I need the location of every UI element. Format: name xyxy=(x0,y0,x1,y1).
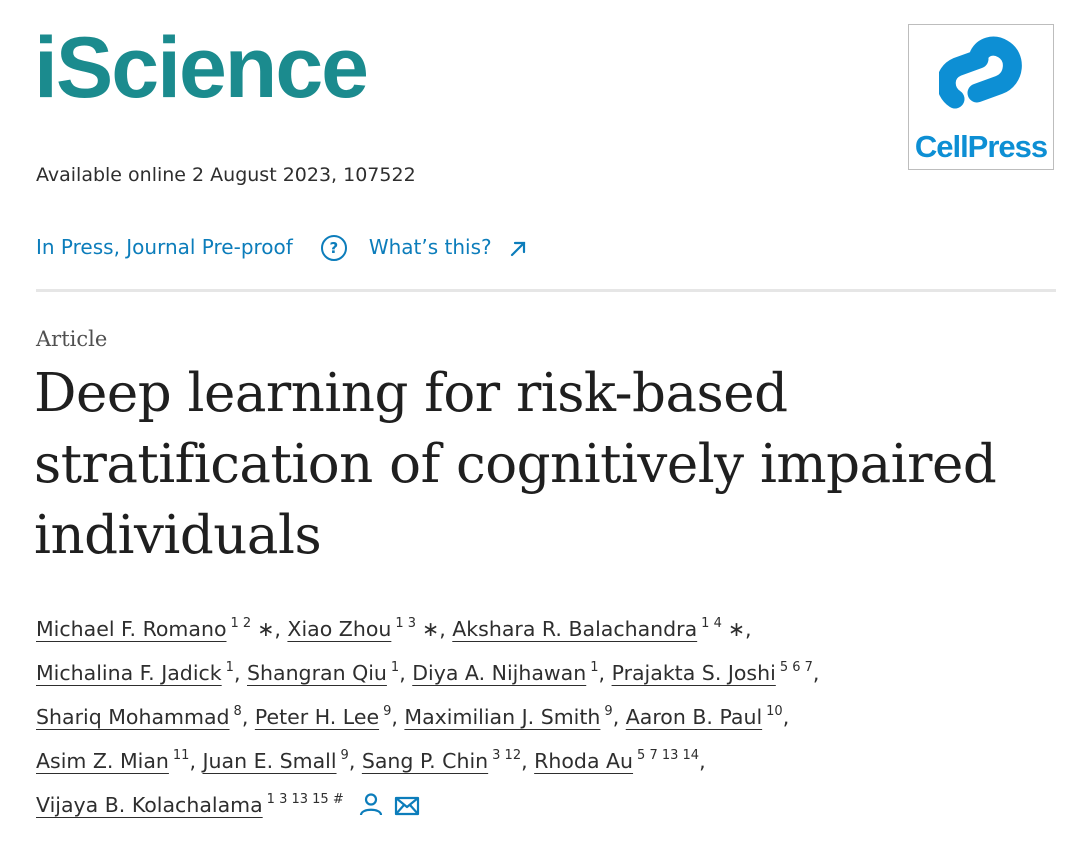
author-line: Vijaya B. Kolachalama 1 3 13 15 # xyxy=(36,778,1066,822)
author-name-link[interactable]: Asim Z. Mian xyxy=(36,749,169,773)
author-separator: , xyxy=(189,749,203,773)
corresponding-author-marker: ∗ xyxy=(257,617,275,641)
author-separator: , xyxy=(233,661,247,685)
corresponding-author-marker: ∗ xyxy=(422,617,440,641)
author-line: Michael F. Romano 1 2 ∗, Xiao Zhou 1 3 ∗, Ak… xyxy=(36,602,1066,646)
affiliation-superscript[interactable]: 10 xyxy=(766,704,783,719)
affiliation-superscript[interactable]: 1 xyxy=(225,660,234,675)
author-name-link[interactable]: Shariq Mohammad xyxy=(36,705,230,729)
author-name-link[interactable]: Peter H. Lee xyxy=(254,705,380,729)
author-separator: , xyxy=(399,661,413,685)
author-separator: , xyxy=(699,749,706,773)
author-name-link[interactable]: Xiao Zhou xyxy=(287,617,392,641)
affiliation-superscript[interactable]: 9 xyxy=(340,748,349,763)
article-type-label: Article xyxy=(36,327,108,351)
affiliation-superscript[interactable]: 5 6 7 xyxy=(779,660,813,675)
author-separator: , xyxy=(782,705,790,729)
author-separator: , xyxy=(598,661,612,685)
whats-this-link[interactable]: What’s this? xyxy=(368,235,492,259)
affiliation-superscript[interactable]: 5 7 13 14 xyxy=(637,748,700,763)
author-separator: , xyxy=(612,705,626,729)
author-name-link[interactable]: Diya A. Nijhawan xyxy=(412,661,587,685)
external-link-icon[interactable] xyxy=(508,238,528,263)
section-divider xyxy=(36,289,1056,292)
author-name-link[interactable]: Maximilian J. Smith xyxy=(404,705,601,729)
author-name-link[interactable]: Michalina F. Jadick xyxy=(36,661,222,685)
author-name-link[interactable]: Shangran Qiu xyxy=(247,661,387,685)
author-separator: , xyxy=(274,617,288,641)
affiliation-superscript[interactable]: 1 3 xyxy=(395,616,417,631)
article-title: Deep learning for risk-based stratificat… xyxy=(34,363,997,566)
corresponding-author-marker: ∗ xyxy=(727,617,746,641)
author-line: Asim Z. Mian 11, Juan E. Small 9, Sang P. … xyxy=(36,734,1066,778)
author-name-link[interactable]: Sang P. Chin xyxy=(361,749,489,773)
author-separator: , xyxy=(812,661,820,685)
person-icon[interactable] xyxy=(358,788,384,832)
author-name-link[interactable]: Rhoda Au xyxy=(534,749,634,773)
publication-status-bar: In Press, Journal Pre-proof ? What’s thi… xyxy=(36,231,528,263)
affiliation-superscript[interactable]: 1 xyxy=(390,660,400,675)
author-separator: , xyxy=(521,749,535,773)
author-name-link[interactable]: Aaron B. Paul xyxy=(625,705,763,729)
affiliation-superscript[interactable]: 9 xyxy=(383,704,392,719)
affiliation-superscript[interactable]: 3 12 xyxy=(492,748,522,763)
affiliation-superscript[interactable]: 1 4 xyxy=(701,616,722,631)
author-name-link[interactable]: Michael F. Romano xyxy=(36,617,227,641)
affiliation-superscript[interactable]: 8 xyxy=(233,704,242,719)
author-separator: , xyxy=(348,749,362,773)
author-name-link[interactable]: Vijaya B. Kolachalama xyxy=(36,793,263,817)
availability-info: Available online 2 August 2023, 107522 xyxy=(36,164,416,186)
affiliation-superscript[interactable]: 9 xyxy=(604,704,613,719)
affiliation-superscript[interactable]: 1 2 xyxy=(230,616,252,631)
author-separator: , xyxy=(241,705,255,729)
cellpress-logo[interactable]: CellPress xyxy=(908,24,1054,170)
author-separator: , xyxy=(439,617,453,641)
author-separator: , xyxy=(391,705,405,729)
author-name-link[interactable]: Juan E. Small xyxy=(202,749,337,773)
author-name-link[interactable]: Prajakta S. Joshi xyxy=(611,661,776,685)
author-separator: , xyxy=(745,617,752,641)
question-circle-icon[interactable]: ? xyxy=(320,235,347,261)
affiliation-superscript[interactable]: 1 xyxy=(590,660,599,675)
author-name-link[interactable]: Akshara R. Balachandra xyxy=(452,617,698,641)
email-icon[interactable] xyxy=(394,788,420,832)
affiliation-superscript[interactable]: 11 xyxy=(172,748,190,763)
journal-logo[interactable]: iScience xyxy=(34,20,369,116)
cellpress-mark-icon xyxy=(939,36,1022,109)
affiliation-superscript[interactable]: 1 3 13 15 # xyxy=(266,792,344,807)
author-list: Michael F. Romano 1 2 ∗, Xiao Zhou 1 3 ∗, Ak… xyxy=(36,602,1066,822)
publication-status-link[interactable]: In Press, Journal Pre-proof xyxy=(36,235,293,259)
author-line: Michalina F. Jadick 1, Shangran Qiu 1, Diy… xyxy=(36,646,1066,690)
cellpress-wordmark: CellPress xyxy=(914,129,1048,164)
author-line: Shariq Mohammad 8, Peter H. Lee 9, Maximil… xyxy=(36,690,1066,734)
